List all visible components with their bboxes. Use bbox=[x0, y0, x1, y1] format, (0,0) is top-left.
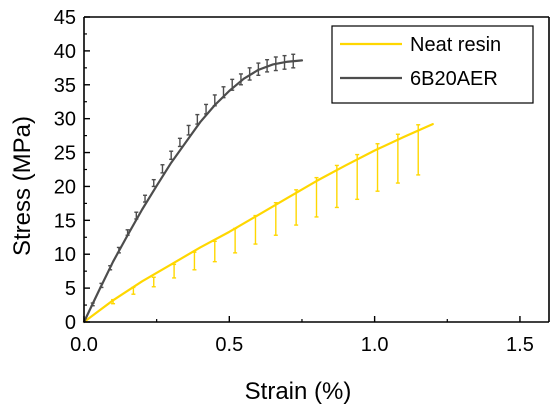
error-bar bbox=[282, 54, 287, 70]
legend-label: Neat resin bbox=[410, 34, 501, 56]
error-bar bbox=[192, 251, 197, 271]
legend: Neat resin 6B20AER bbox=[331, 25, 534, 104]
error-bar bbox=[116, 246, 121, 254]
y-tick-label: 25 bbox=[54, 143, 76, 165]
error-bar bbox=[186, 124, 191, 136]
error-bar bbox=[273, 202, 278, 236]
series-2 bbox=[82, 53, 304, 324]
error-bar bbox=[291, 53, 296, 69]
error-bar bbox=[108, 265, 113, 271]
error-bar bbox=[151, 178, 156, 188]
error-bar bbox=[177, 137, 182, 148]
error-bar bbox=[265, 59, 270, 73]
error-bar bbox=[230, 78, 235, 91]
error-bar bbox=[238, 73, 243, 86]
error-bar bbox=[160, 164, 165, 174]
x-tick-label: 1.0 bbox=[361, 334, 389, 356]
error-bar bbox=[256, 62, 261, 76]
error-bar bbox=[134, 211, 139, 220]
error-bar bbox=[195, 113, 200, 125]
error-bar bbox=[221, 86, 226, 99]
error-bar bbox=[375, 143, 380, 192]
error-bar bbox=[99, 282, 104, 289]
x-tick-label: 0.5 bbox=[215, 334, 243, 356]
error-bar bbox=[90, 302, 95, 307]
error-bar bbox=[253, 214, 258, 245]
x-axis-title: Strain (%) bbox=[245, 378, 352, 405]
error-bar bbox=[151, 276, 156, 288]
error-bar bbox=[143, 194, 148, 203]
legend-label: 6B20AER bbox=[410, 68, 498, 90]
error-bar bbox=[355, 153, 360, 201]
error-bar bbox=[233, 227, 238, 254]
series-line-2 bbox=[82, 59, 304, 324]
y-tick-label: 0 bbox=[65, 312, 76, 334]
error-bar bbox=[172, 263, 177, 279]
y-tick-label: 10 bbox=[54, 244, 76, 266]
error-bar bbox=[395, 133, 400, 184]
series-1 bbox=[82, 122, 434, 324]
y-tick-label: 20 bbox=[54, 176, 76, 198]
error-bar bbox=[273, 56, 278, 72]
y-tick-label: 5 bbox=[65, 278, 76, 300]
x-tick-label: 1.5 bbox=[506, 334, 534, 356]
y-tick-label: 40 bbox=[54, 41, 76, 63]
error-bar bbox=[204, 103, 209, 115]
y-tick-label: 45 bbox=[54, 7, 76, 29]
series-layer bbox=[82, 53, 434, 324]
error-bar bbox=[131, 286, 136, 295]
error-bar bbox=[294, 189, 299, 226]
y-axis-title: Stress (MPa) bbox=[9, 116, 36, 256]
error-bar bbox=[212, 94, 217, 107]
error-bar bbox=[247, 67, 252, 81]
series-line-1 bbox=[82, 122, 434, 324]
x-tick-label: 0.0 bbox=[70, 334, 98, 356]
y-tick-label: 15 bbox=[54, 210, 76, 232]
y-tick-label: 35 bbox=[54, 75, 76, 97]
legend-item: 6B20AER bbox=[340, 68, 498, 90]
error-bar bbox=[111, 298, 116, 305]
error-bar bbox=[416, 124, 421, 176]
error-bar bbox=[212, 240, 217, 263]
error-bar bbox=[314, 176, 319, 218]
y-tick-label: 30 bbox=[54, 109, 76, 131]
legend-item: Neat resin bbox=[340, 34, 501, 56]
error-bar bbox=[125, 229, 130, 236]
error-bar bbox=[334, 164, 339, 209]
legend-box bbox=[331, 25, 534, 104]
error-bar bbox=[169, 150, 174, 161]
axes-layer: 0 5 10 15 20 25 30 35 40 45 0.0 0.5 1.0 1.5 bbox=[54, 7, 550, 356]
